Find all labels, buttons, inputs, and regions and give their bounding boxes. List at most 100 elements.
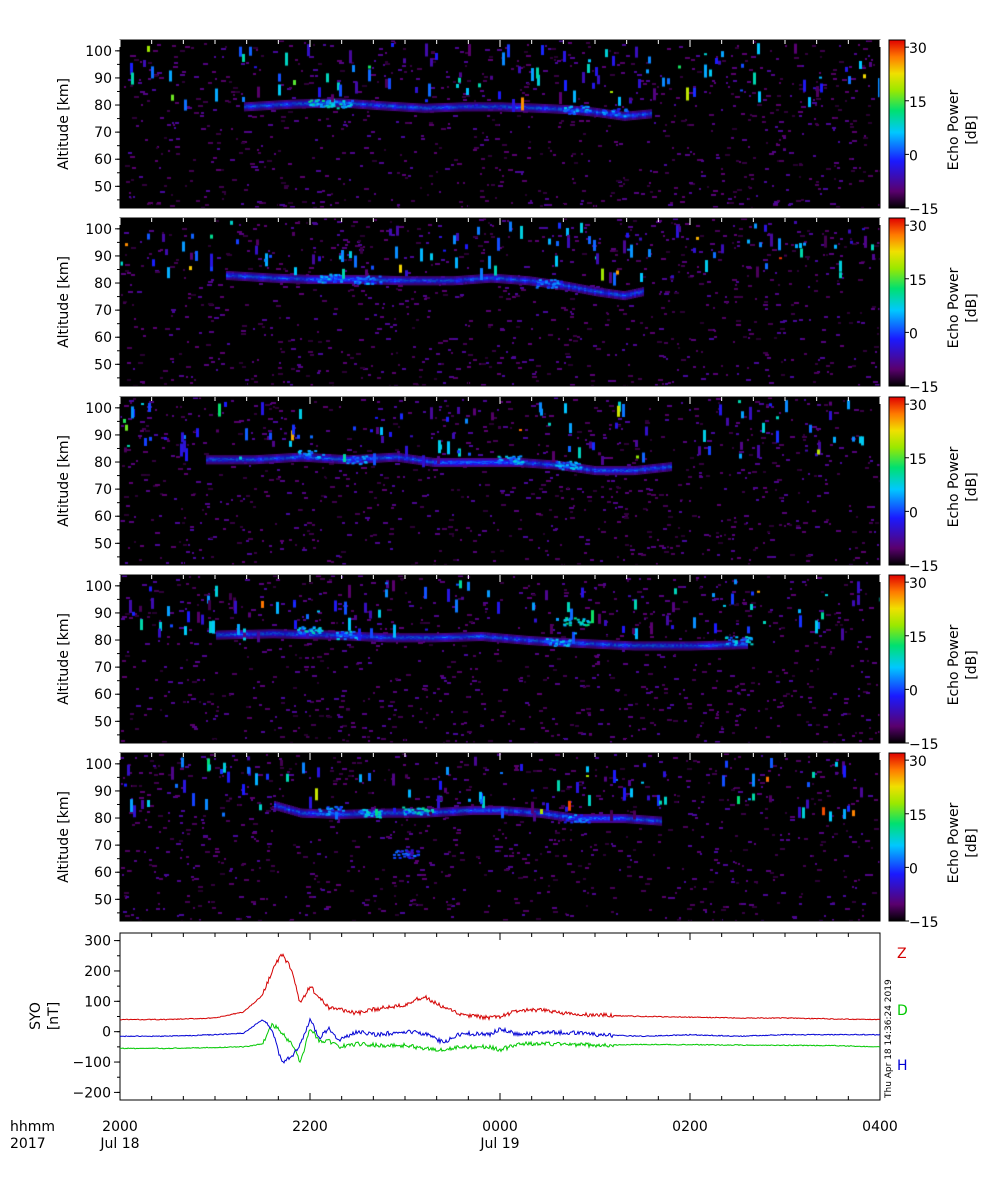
mag-frame	[119, 932, 881, 1101]
y-tick-label: 70	[94, 660, 112, 676]
colorbar-tick-label: 30	[909, 398, 927, 414]
heatmap-raster	[120, 40, 880, 208]
y-tick-label: 50	[94, 714, 112, 730]
colorbar-tick-label: 15	[909, 808, 927, 824]
y-tick-label: 50	[94, 357, 112, 373]
y-axis-label: Altitude [km]	[56, 613, 72, 705]
y-tick-label: 70	[94, 482, 112, 498]
colorbar-tick-label: 30	[909, 219, 927, 235]
echo-panel-1: 50 60 70 80 90 100 Altitude [km] 30 15 0 −15 Echo P…	[56, 39, 980, 218]
y-tick-label: 100	[85, 579, 112, 595]
series-h-line	[119, 1017, 881, 1064]
echo-panel-2: 50 60 70 80 90 100 Altitude [km] 30 15 0 −15 Echo P…	[56, 217, 980, 396]
mag-y-tick-label: 100	[84, 994, 111, 1010]
colorbar-label: Echo Power	[946, 802, 962, 883]
y-tick-label: 90	[94, 784, 112, 800]
colorbar-tick-label: 15	[909, 95, 927, 111]
mag-y-tick-label: 200	[84, 964, 111, 980]
colorbar-label: Echo Power	[946, 446, 962, 527]
colorbar-tick-label: 30	[909, 576, 927, 592]
y-tick-label: 100	[85, 222, 112, 238]
y-tick-label: 100	[85, 757, 112, 773]
x-tick-time: 2000	[102, 1119, 138, 1135]
y-axis-label: Altitude [km]	[56, 78, 72, 170]
y-tick-label: 60	[94, 865, 112, 881]
x-tick-date: Jul 19	[479, 1136, 519, 1152]
echo-panel-4: 50 60 70 80 90 100 Altitude [km] 30 15 0 −15 Echo P…	[56, 574, 980, 753]
colorbar-tick-label: 0	[909, 326, 918, 342]
y-tick-label: 100	[85, 401, 112, 417]
y-tick-label: 50	[94, 179, 112, 195]
y-tick-label: 80	[94, 811, 112, 827]
y-tick-label: 80	[94, 633, 112, 649]
colorbar	[888, 39, 906, 209]
y-tick-label: 60	[94, 330, 112, 346]
echo-panel-3: 50 60 70 80 90 100 Altitude [km] 30 15 0 −15 Echo P…	[56, 396, 980, 575]
mag-y-tick-label: −100	[73, 1055, 111, 1071]
mag-y-unit: [nT]	[46, 1002, 62, 1030]
y-tick-label: 80	[94, 455, 112, 471]
y-tick-label: 80	[94, 98, 112, 114]
colorbar-label: Echo Power	[946, 89, 962, 170]
y-tick-label: 50	[94, 892, 112, 908]
y-tick-label: 80	[94, 276, 112, 292]
colorbar-label: Echo Power	[946, 267, 962, 348]
mag-y-tick-label: −200	[73, 1085, 111, 1101]
y-tick-label: 90	[94, 71, 112, 87]
x-tick-time: 0400	[862, 1119, 898, 1135]
series-d-line	[120, 1022, 881, 1064]
colorbar-tick-label: 0	[909, 148, 918, 164]
y-tick-label: 70	[94, 303, 112, 319]
colorbar	[888, 217, 906, 387]
colorbar	[888, 574, 906, 744]
timestamp-footnote: Thu Apr 18 14:36:24 2019	[884, 979, 894, 1099]
mag-y-label: SYO	[28, 1002, 44, 1030]
heatmap-raster	[120, 575, 880, 743]
y-tick-label: 60	[94, 152, 112, 168]
y-tick-label: 60	[94, 509, 112, 525]
mag-y-tick-label: 0	[102, 1025, 111, 1041]
colorbar-tick-label: −15	[909, 559, 939, 575]
echo-panel-5: 50 60 70 80 90 100 Altitude [km] 30 15 0 −15 Echo P…	[56, 752, 980, 931]
colorbar-unit: [dB]	[964, 828, 980, 857]
colorbar-tick-label: −15	[909, 915, 939, 931]
colorbar-tick-label: 15	[909, 452, 927, 468]
colorbar-tick-label: 0	[909, 861, 918, 877]
series-z-line	[119, 953, 881, 1022]
heatmap-raster	[120, 397, 880, 565]
colorbar-unit: [dB]	[964, 293, 980, 322]
x-tick-date: Jul 18	[99, 1136, 139, 1152]
y-tick-label: 100	[85, 44, 112, 60]
colorbar-tick-label: −15	[909, 737, 939, 753]
mag-y-tick-label: 300	[84, 934, 111, 950]
colorbar	[888, 396, 906, 566]
y-tick-label: 70	[94, 838, 112, 854]
y-tick-label: 90	[94, 249, 112, 265]
colorbar-tick-label: 15	[909, 273, 927, 289]
y-tick-label: 90	[94, 428, 112, 444]
heatmap-raster	[120, 218, 880, 386]
colorbar-tick-label: 0	[909, 683, 918, 699]
x-tick-time: 0000	[482, 1119, 518, 1135]
colorbar-unit: [dB]	[964, 115, 980, 144]
series-h-label: H	[897, 1058, 908, 1074]
colorbar-tick-label: 15	[909, 630, 927, 646]
y-tick-label: 50	[94, 536, 112, 552]
x-row1-label: hhmm	[10, 1119, 55, 1135]
y-tick-label: 60	[94, 687, 112, 703]
series-z-label: Z	[897, 946, 907, 962]
y-tick-label: 70	[94, 125, 112, 141]
y-axis-label: Altitude [km]	[56, 435, 72, 527]
y-axis-label: Altitude [km]	[56, 256, 72, 348]
colorbar-tick-label: −15	[909, 380, 939, 396]
x-tick-time: 0200	[672, 1119, 708, 1135]
colorbar-tick-label: −15	[909, 202, 939, 218]
colorbar-unit: [dB]	[964, 472, 980, 501]
y-axis-label: Altitude [km]	[56, 791, 72, 883]
y-tick-label: 90	[94, 606, 112, 622]
colorbar-tick-label: 30	[909, 41, 927, 57]
x-row2-label: 2017	[10, 1136, 46, 1152]
